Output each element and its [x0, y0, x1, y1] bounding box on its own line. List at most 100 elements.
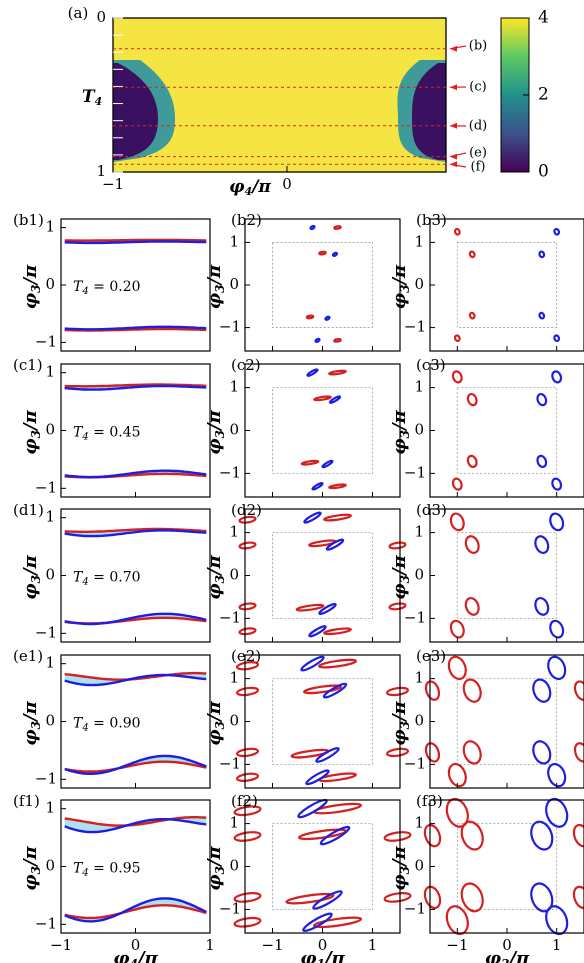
- panel-label: (c3): [416, 356, 446, 374]
- y-axis-label: T4: [82, 87, 102, 108]
- loop-red: [328, 369, 347, 376]
- x-tick-label: 1: [552, 936, 562, 954]
- loop-blue: [314, 337, 321, 343]
- y-tick-label: −1: [219, 899, 241, 917]
- curve-blue-upper: [64, 818, 207, 834]
- panel-label: (a): [68, 4, 89, 22]
- loop-red-edge: [573, 680, 584, 701]
- inner-box: [456, 387, 558, 474]
- y-tick-label: −1: [219, 754, 241, 772]
- panel-background: [245, 219, 400, 351]
- loop-red-edge: [573, 742, 584, 763]
- y-axis-label: φ3/π: [389, 700, 412, 745]
- x-axis-label: φ4/π: [229, 177, 271, 198]
- loop-red-edge: [423, 823, 442, 848]
- marker-label: (d): [469, 119, 487, 134]
- loop-red-edge: [238, 541, 257, 550]
- y-axis-label: φ3/π: [20, 700, 43, 745]
- panel-label: (b1): [13, 211, 44, 229]
- panel-label: (d3): [416, 501, 447, 519]
- y-tick-label: 0: [414, 566, 424, 584]
- y-axis-label: φ3/π: [20, 845, 43, 890]
- loop-red-edge: [233, 892, 262, 903]
- loop-red-edge: [385, 686, 410, 697]
- y-tick-label: −1: [35, 914, 57, 932]
- loop-red: [464, 596, 480, 616]
- y-tick-label: 1: [96, 162, 106, 180]
- y-tick-label: 0: [414, 712, 424, 730]
- y-tick-label: −1: [219, 318, 241, 336]
- curve-red-upper: [64, 816, 207, 827]
- panel-d1: T4 = 0.70 1 0 −1 φ3/π (d1): [13, 501, 211, 643]
- y-tick-label: 0: [96, 8, 106, 26]
- y-axis-label: φ3/π: [389, 264, 412, 309]
- panel-label: (b2): [231, 211, 262, 229]
- y-tick-label: 1: [45, 363, 55, 381]
- x-tick-label: 1: [205, 936, 215, 954]
- y-tick-label: −1: [404, 463, 426, 481]
- loop-red: [318, 658, 357, 669]
- panel-label: (f3): [416, 792, 443, 810]
- marker-arrowhead: [450, 153, 457, 160]
- curve-blue-lower: [64, 897, 207, 923]
- y-tick-label: 1: [45, 799, 55, 817]
- x-tick-label: 0: [282, 175, 292, 193]
- y-tick-label: 1: [45, 654, 55, 672]
- loop-blue: [300, 655, 325, 672]
- y-tick-label: 1: [229, 814, 239, 832]
- band-fill-upper: [64, 529, 207, 537]
- annotation: T4 = 0.20: [73, 279, 141, 297]
- loop-red: [466, 454, 478, 469]
- loop-red: [462, 740, 482, 765]
- loop-red: [453, 334, 461, 343]
- panel-b3: 1 0 −1 φ3/π (b3): [389, 211, 584, 352]
- panel-d2: 1 0 −1 φ3/π (d2): [204, 501, 407, 643]
- loop-red-edge: [423, 885, 442, 910]
- loop-blue: [530, 820, 554, 851]
- colorbar-tick-label: 2: [538, 85, 549, 105]
- panel-e3: 1 0 −1 φ3/π (e3): [389, 647, 584, 789]
- inner-box: [456, 532, 558, 619]
- heatmap-region-dark-left: [113, 63, 158, 160]
- loop-blue: [318, 602, 337, 616]
- colorbar-tick-label: 4: [538, 8, 549, 28]
- loop-red: [285, 892, 335, 905]
- loop-red: [323, 627, 352, 636]
- loop-red-edge: [572, 823, 584, 848]
- x-tick-label: 1: [368, 936, 378, 954]
- loop-red-edge: [388, 602, 407, 611]
- y-tick-label: 1: [414, 523, 424, 541]
- loop-blue: [538, 311, 546, 320]
- panel-label: (d2): [231, 501, 262, 519]
- y-tick-label: 0: [229, 421, 239, 439]
- y-tick-label: −1: [219, 608, 241, 626]
- y-tick-label: 1: [229, 523, 239, 541]
- loop-red-edge: [383, 892, 412, 903]
- panel-background: [430, 364, 584, 497]
- curve-blue-lower: [64, 469, 207, 479]
- loop-red-edge: [233, 805, 262, 817]
- panel-background: [430, 800, 584, 933]
- loop-red: [449, 619, 465, 639]
- y-tick-label: 0: [45, 421, 55, 439]
- loop-blue: [328, 395, 342, 404]
- loop-blue: [547, 762, 567, 788]
- y-tick-label: 1: [414, 669, 424, 687]
- y-tick-label: 0: [229, 712, 239, 730]
- loop-red: [451, 370, 463, 384]
- band-fill-upper: [64, 673, 207, 686]
- x-axis-label: φ1/π: [300, 948, 345, 963]
- marker-label: (b): [469, 39, 487, 54]
- inner-box: [272, 242, 373, 328]
- loop-blue: [549, 619, 565, 639]
- panel-c1: T4 = 0.45 1 0 −1 φ3/π (c1): [13, 356, 211, 498]
- loop-red-edge: [238, 515, 257, 524]
- loop-red: [295, 603, 325, 612]
- y-tick-label: 0: [229, 275, 239, 293]
- loop-blue: [534, 596, 550, 616]
- curve-red-lower: [64, 904, 207, 920]
- inner-box: [272, 823, 373, 910]
- panel-a: (b) (c) (d) (e)(f) (a) 0 1 T4 −1 0 φ4/π 0 2 4: [68, 4, 549, 198]
- curve-red-lower: [64, 760, 207, 773]
- marker-label: (c): [469, 80, 486, 95]
